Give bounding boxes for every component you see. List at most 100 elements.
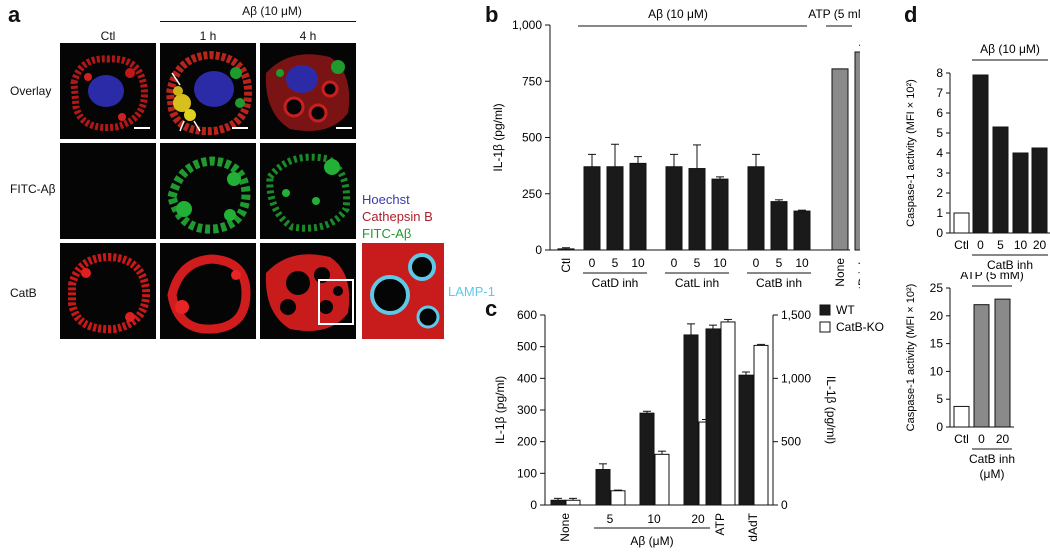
bar (793, 210, 811, 251)
y-tick-label-right: 1,000 (781, 371, 811, 385)
chart-d2: 0 5 10 15 20 25 Caspase-1 activity (MFI × 10²)… (905, 272, 1024, 481)
y-tick-label: 1,000 (512, 18, 542, 32)
x-tick-label: 10 (631, 256, 645, 270)
x-tick-label: 10 (647, 512, 661, 526)
x-tick-label: 20 (1033, 238, 1047, 252)
group-unit: (μM) (980, 467, 1005, 481)
x-tick-label: 5 (997, 238, 1004, 252)
legend-cathepsin-b: Cathepsin B (362, 209, 433, 224)
cell-micrograph (266, 153, 351, 232)
bar (992, 126, 1009, 234)
bar (550, 499, 566, 506)
image-overlay-ctl (60, 43, 156, 139)
bar (953, 212, 970, 234)
scale-bar (336, 127, 352, 129)
y-tick-label: 250 (522, 187, 542, 201)
image-overlay-1h (160, 43, 256, 139)
cell-micrograph (70, 55, 148, 132)
x-tick-label: 0 (753, 256, 760, 270)
y-tick-label: 0 (535, 243, 542, 257)
x-tick-label: 5 (776, 256, 783, 270)
bar (973, 304, 990, 428)
panel-c-label: c (485, 296, 498, 321)
x-tick-label: 10 (795, 256, 809, 270)
inset-region-box (318, 279, 354, 325)
x-tick-label: None (558, 513, 572, 542)
x-tick-label: 5 (612, 256, 619, 270)
panel-a-treatment: Aβ (10 μM) (242, 4, 302, 18)
y-tick-label: 8 (936, 66, 943, 80)
group-label: CatB inh (756, 276, 802, 290)
x-tick-label: 5 (694, 256, 701, 270)
x-tick-label: 20 (691, 512, 705, 526)
y-tick-label: 7 (936, 86, 943, 100)
x-tick-label: 20 (996, 432, 1010, 446)
bar (565, 499, 581, 506)
image-catb-1h (160, 243, 256, 339)
lamp1-label: LAMP-1 (448, 284, 495, 299)
legend-fitc: FITC-Aβ (362, 226, 412, 241)
y-tick-label: 15 (930, 337, 944, 351)
cell-micrograph (165, 50, 253, 136)
bar (747, 166, 765, 251)
bar (720, 321, 736, 506)
x-tick-label: 0 (978, 432, 985, 446)
x-tick-label: CatD inh (856, 258, 860, 290)
legend-swatch-catb-ko (819, 321, 831, 333)
bar (629, 162, 647, 251)
y-tick-label-right: 1,500 (781, 308, 811, 322)
cell-micrograph (362, 243, 444, 339)
group-label: CatD inh (592, 276, 639, 290)
y-tick-label: 750 (522, 74, 542, 88)
y-axis-label: Caspase-1 activity (MFI × 10²) (905, 79, 917, 227)
y-tick-label: 100 (517, 466, 537, 480)
legend-hoechst: Hoechst (362, 192, 410, 207)
x-group-label: Aβ (μM) (630, 534, 673, 548)
bar (595, 469, 611, 506)
y-tick-label-right: 500 (781, 435, 801, 449)
row-label-catb: CatB (10, 286, 37, 300)
y-tick-label: 400 (517, 371, 537, 385)
y-axis-label: IL-1β (pg/ml) (491, 103, 505, 171)
bar (583, 166, 601, 251)
legend-wt: WT (836, 303, 855, 317)
bracket-label: ATP (5 mM) (808, 7, 860, 21)
panel-b-label: b (485, 2, 499, 27)
bar (665, 166, 683, 251)
bar (770, 201, 788, 251)
bracket-label: ATP (5 mM) (960, 272, 1024, 282)
x-tick-label: 0 (977, 238, 984, 252)
x-tick-label: ATP (713, 513, 727, 535)
y-tick-label: 4 (936, 146, 943, 160)
bar (705, 328, 721, 506)
bar (683, 334, 699, 506)
y-tick-label: 20 (930, 309, 944, 323)
bar (610, 490, 626, 506)
bracket-label: Aβ (10 μM) (648, 7, 708, 21)
cell-micrograph (265, 254, 350, 331)
panel-d-label: d (904, 2, 918, 27)
y-axis-label: Caspase-1 activity (MFI × 10²) (905, 284, 917, 432)
y-tick-label-right: 0 (781, 498, 788, 512)
chart-d: 0 1 2 3 4 5 6 7 8 Caspase-1 activity (MFI × 10²) C… (905, 42, 1050, 275)
x-tick-label: dAdT (746, 512, 760, 541)
bar (639, 412, 655, 506)
legend-catb-ko: CatB-KO (836, 320, 884, 334)
image-fitc-1h (160, 143, 256, 239)
bracket-label: Aβ (10 μM) (980, 42, 1040, 56)
bar (654, 453, 670, 506)
bar (972, 74, 989, 234)
col-label-1h: 1 h (199, 29, 217, 43)
y-axis-label-right: IL-1β (pg/ml) (824, 376, 838, 444)
y-tick-label: 0 (936, 420, 943, 434)
group-unit: (μM) (998, 273, 1023, 275)
panel-a-treatment-bracket (160, 21, 356, 22)
image-lamp1-inset (362, 243, 444, 339)
group-label: CatB inh (969, 452, 1015, 466)
scale-bar (232, 127, 248, 129)
y-tick-label: 300 (517, 403, 537, 417)
bar (606, 166, 624, 251)
bar (738, 374, 754, 506)
y-tick-label: 2 (936, 186, 943, 200)
y-tick-label: 10 (930, 364, 944, 378)
